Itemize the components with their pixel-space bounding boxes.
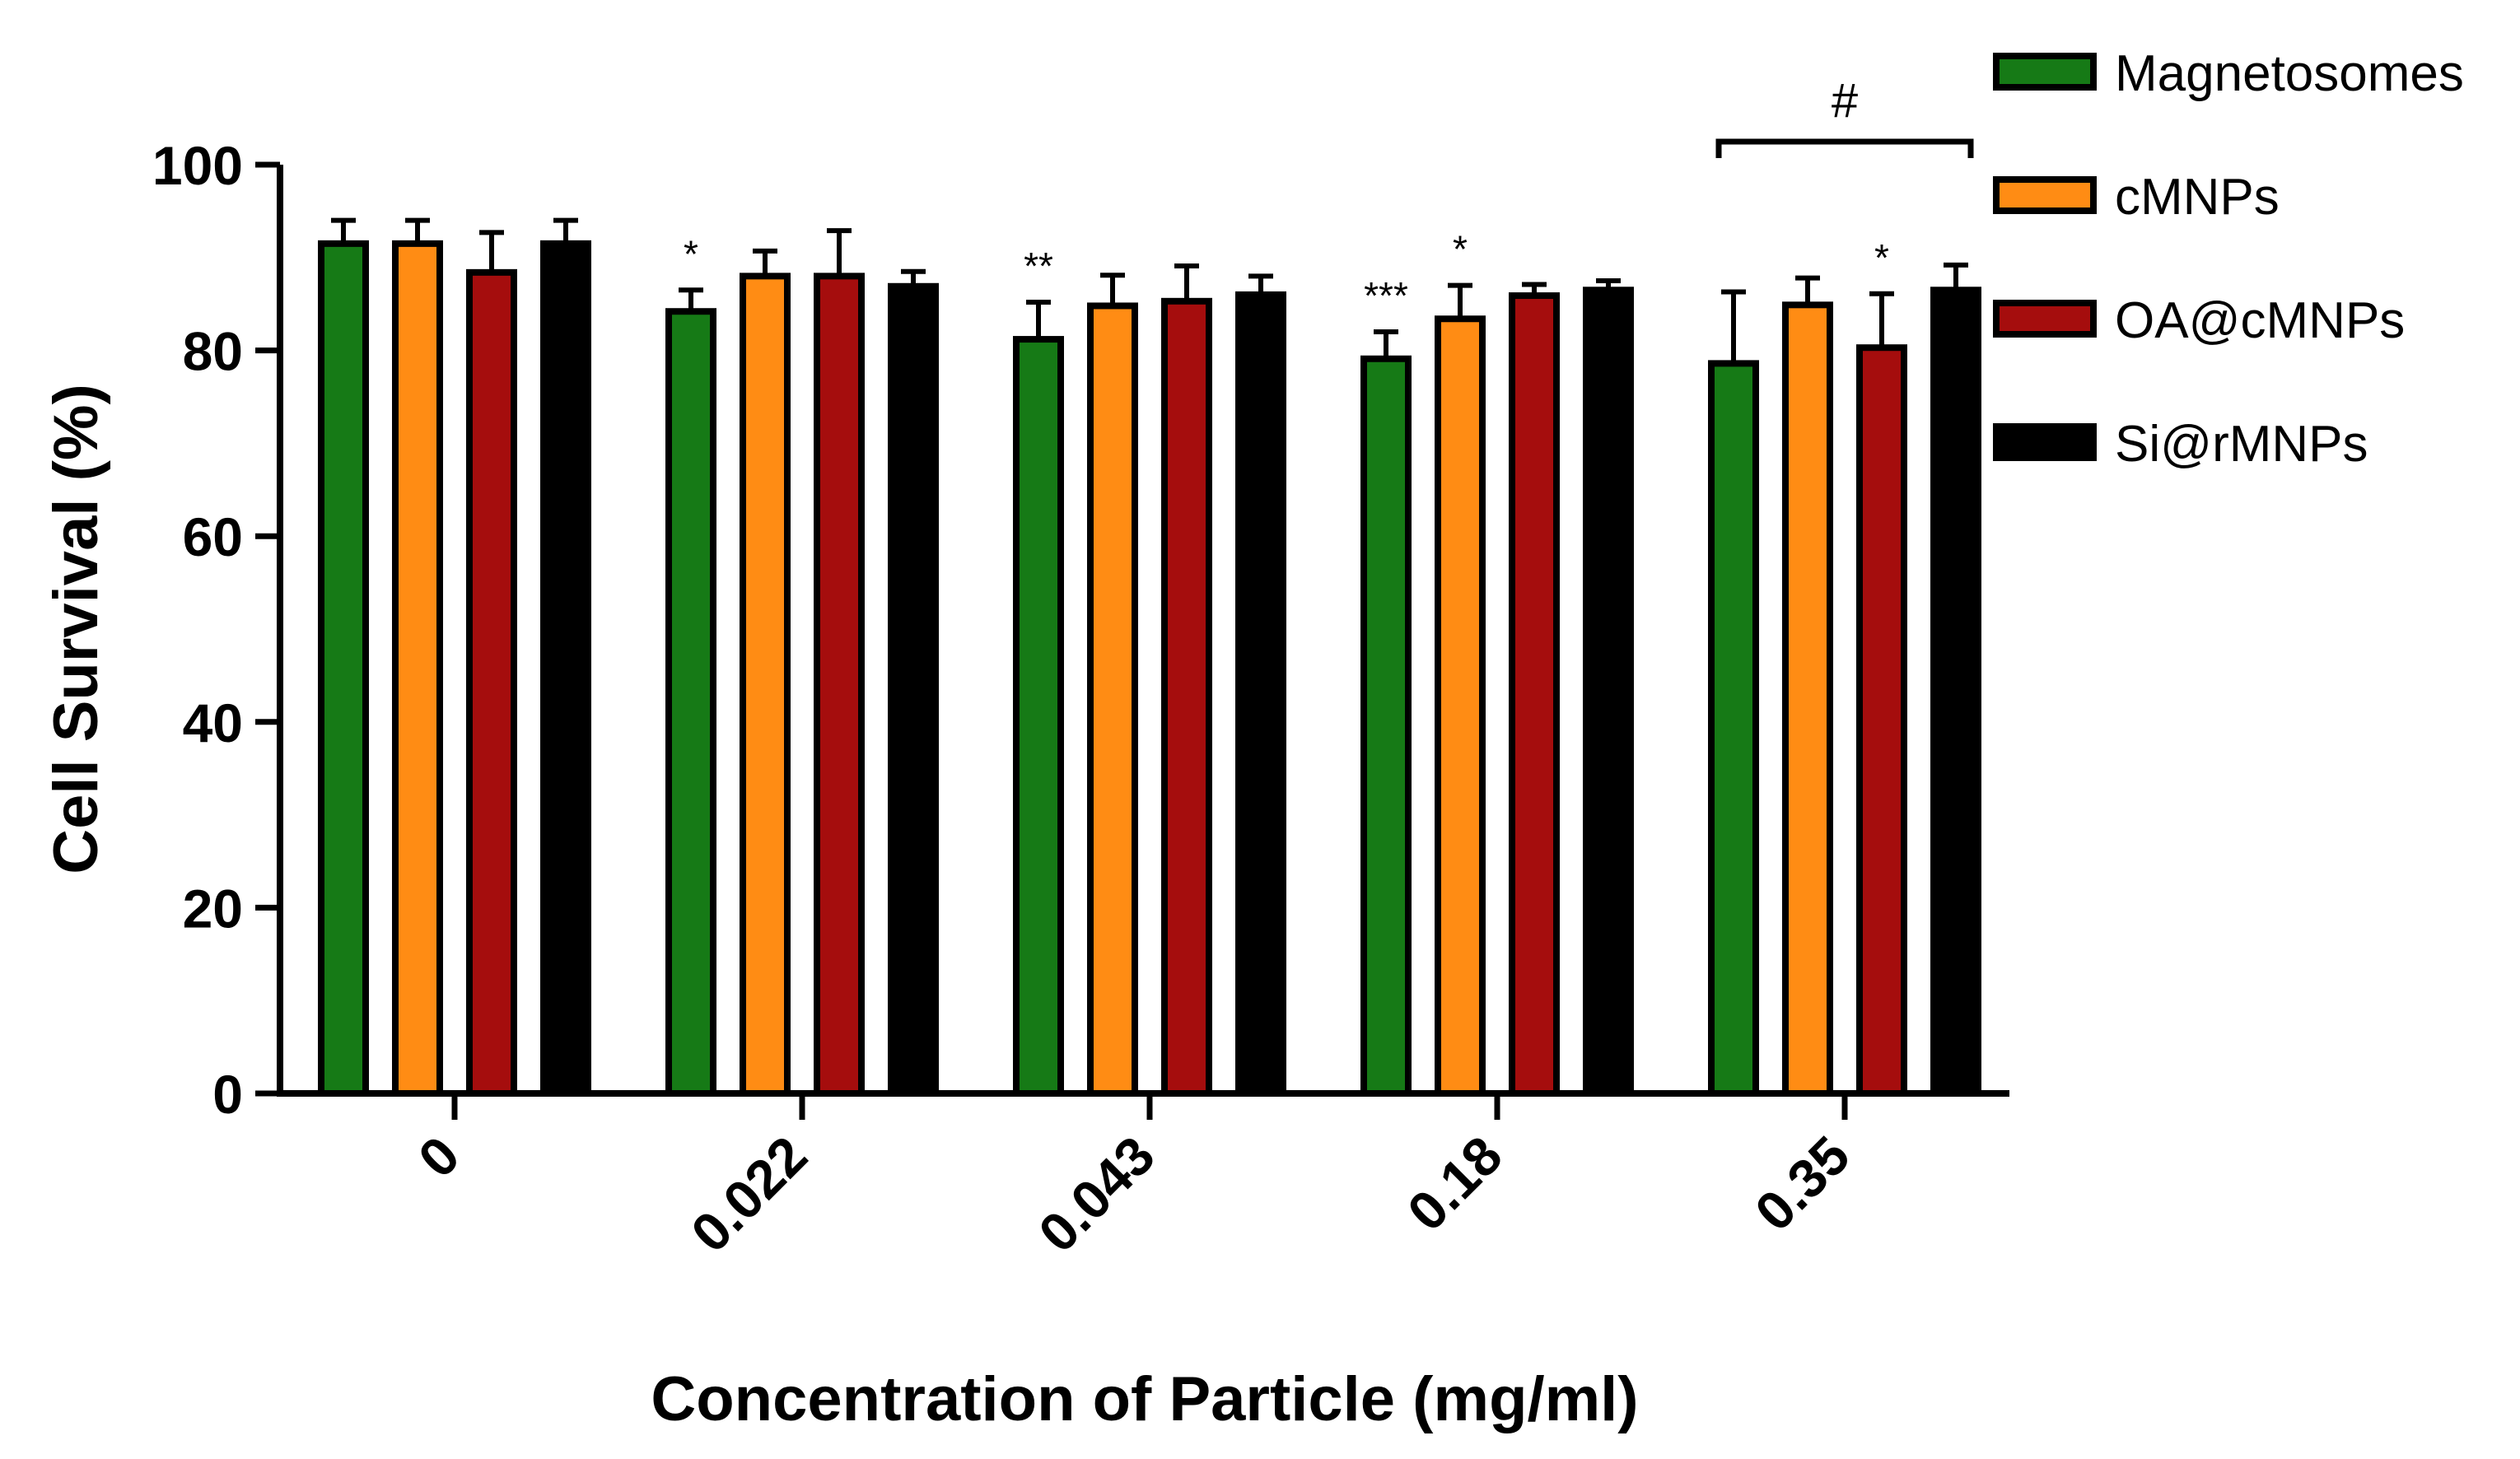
bar — [1708, 360, 1759, 1097]
bar — [318, 240, 369, 1097]
y-tick-label: 80 — [183, 321, 243, 382]
y-tick-label: 100 — [152, 135, 243, 196]
y-tick-label: 60 — [183, 506, 243, 567]
x-tick-label: 0.35 — [1743, 1125, 1861, 1242]
bar — [1435, 315, 1486, 1097]
significance-marker: ** — [1024, 245, 1053, 287]
bar — [1583, 287, 1634, 1097]
legend-label: OA@cMNPs — [2115, 292, 2405, 349]
bar — [1161, 297, 1212, 1098]
legend-swatch — [1993, 423, 2097, 461]
legend-label: cMNPs — [2115, 169, 2280, 226]
legend-label: Si@rMNPs — [2115, 416, 2368, 473]
bar — [1509, 292, 1560, 1098]
significance-layer: * ****** *# — [684, 74, 1974, 317]
bar — [888, 282, 939, 1097]
y-tick-label: 0 — [212, 1064, 243, 1125]
significance-marker: *** — [1364, 274, 1408, 317]
bar — [814, 273, 865, 1097]
bar — [1856, 344, 1907, 1097]
x-tick-label: 0.18 — [1396, 1125, 1514, 1242]
bracket-label: # — [1832, 74, 1858, 128]
bars-layer — [318, 217, 1981, 1098]
bar — [1087, 302, 1138, 1097]
x-tick-label: 0 — [407, 1125, 471, 1189]
x-tick-label: 0.022 — [679, 1125, 819, 1264]
y-tick-label: 20 — [183, 878, 243, 939]
legend-swatch — [1993, 300, 2097, 338]
bar — [1930, 287, 1981, 1097]
legend-swatch — [1993, 176, 2097, 214]
bar — [740, 273, 791, 1097]
x-axis-ticks: 0 0.022 0.043 0.18 0.35 — [407, 1093, 1861, 1264]
bar — [1360, 355, 1412, 1097]
x-axis-title: Concentration of Particle (mg/ml) — [651, 1364, 1638, 1434]
significance-marker: * — [1874, 236, 1889, 279]
significance-marker: * — [1453, 228, 1468, 271]
x-tick-label: 0.043 — [1027, 1125, 1166, 1264]
legend: Magnetosomes cMNPs OA@cMNPs Si@rMNPs — [1993, 45, 2464, 473]
significance-marker: * — [684, 232, 698, 275]
legend-label: Magnetosomes — [2115, 45, 2464, 102]
bar — [1013, 336, 1064, 1097]
y-axis-title: Cell Survival (%) — [41, 384, 111, 874]
bar — [665, 308, 716, 1097]
significance-bracket — [1715, 138, 1974, 158]
bar — [1235, 291, 1286, 1098]
bar — [1782, 301, 1833, 1097]
y-axis-ticks: 0 20 40 60 80 100 — [152, 135, 280, 1125]
bar — [392, 240, 443, 1097]
y-tick-label: 40 — [183, 692, 243, 753]
bar — [466, 268, 517, 1097]
legend-swatch — [1993, 53, 2097, 91]
bar — [540, 240, 591, 1097]
